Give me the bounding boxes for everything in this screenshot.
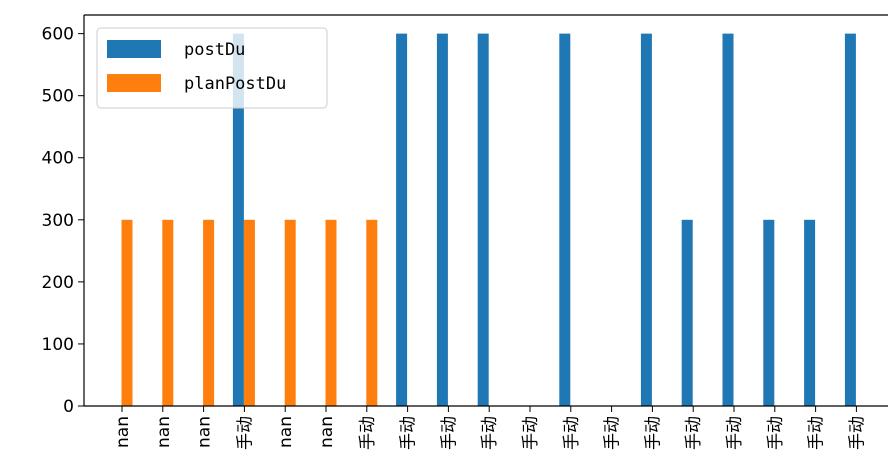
bar-postDu-3 bbox=[232, 33, 244, 406]
legend-label-postDu: postDu bbox=[184, 40, 245, 60]
x-tick-label: 手动 bbox=[235, 416, 255, 450]
bar-planPostDu-0 bbox=[121, 219, 133, 406]
x-tick-label: 手动 bbox=[807, 416, 827, 450]
legend-label-planPostDu: planPostDu bbox=[184, 74, 286, 94]
x-tick-label: 手动 bbox=[603, 416, 623, 450]
x-tick-label: nan bbox=[195, 416, 215, 448]
bar-postDu-8 bbox=[436, 33, 448, 406]
y-tick-label: 600 bbox=[42, 25, 74, 45]
x-tick-label: 手动 bbox=[480, 416, 500, 450]
bar-planPostDu-6 bbox=[366, 219, 378, 406]
legend-swatch-postDu bbox=[107, 40, 161, 58]
x-tick-label: nan bbox=[276, 416, 296, 448]
x-tick-label: 手动 bbox=[521, 416, 541, 450]
bar-postDu-14 bbox=[681, 219, 693, 406]
x-tick-label: 手动 bbox=[643, 416, 663, 450]
bars-group bbox=[121, 33, 856, 406]
y-tick-label: 0 bbox=[63, 397, 74, 417]
bar-postDu-7 bbox=[396, 33, 408, 406]
legend-swatch-planPostDu bbox=[107, 74, 161, 92]
x-tick-label: 手动 bbox=[439, 416, 459, 450]
y-tick-label: 500 bbox=[42, 87, 74, 107]
legend: postDu planPostDu bbox=[96, 27, 328, 109]
x-tick-label: 手动 bbox=[684, 416, 704, 450]
bar-planPostDu-3 bbox=[243, 219, 255, 406]
y-tick-label: 100 bbox=[42, 335, 74, 355]
y-tick-label: 200 bbox=[42, 273, 74, 293]
bar-postDu-13 bbox=[640, 33, 652, 406]
x-tick-label: nan bbox=[113, 416, 133, 448]
bar-planPostDu-1 bbox=[162, 219, 174, 406]
x-tick-label: nan bbox=[154, 416, 174, 448]
bar-postDu-18 bbox=[844, 33, 856, 406]
bar-postDu-11 bbox=[559, 33, 571, 406]
axes-group bbox=[83, 14, 888, 407]
bar-planPostDu-4 bbox=[284, 219, 296, 406]
x-tick-label: 手动 bbox=[766, 416, 786, 450]
x-tick-label: 手动 bbox=[562, 416, 582, 450]
x-axis-ticks: nan nan nan 手动 nan nan 手动 手动 手动 手动 手动 手动 手动 手动 手动 手动 手动手… bbox=[113, 406, 867, 450]
x-tick-label: 手动 bbox=[358, 416, 378, 450]
x-tick-label: 手动 bbox=[725, 416, 745, 450]
x-tick-label: 手动 bbox=[399, 416, 419, 450]
x-tick-label: nan bbox=[317, 416, 337, 448]
bar-postDu-9 bbox=[477, 33, 489, 406]
bar-postDu-15 bbox=[722, 33, 734, 406]
bar-planPostDu-5 bbox=[325, 219, 337, 406]
y-axis-ticks: 0 100 200 300 400 500 600 bbox=[42, 25, 84, 417]
y-tick-label: 400 bbox=[42, 149, 74, 169]
bar-planPostDu-2 bbox=[203, 219, 215, 406]
x-tick-label: 手动 bbox=[847, 416, 867, 450]
bar-postDu-16 bbox=[763, 219, 775, 406]
y-tick-label: 300 bbox=[42, 211, 74, 231]
bar-postDu-17 bbox=[804, 219, 816, 406]
